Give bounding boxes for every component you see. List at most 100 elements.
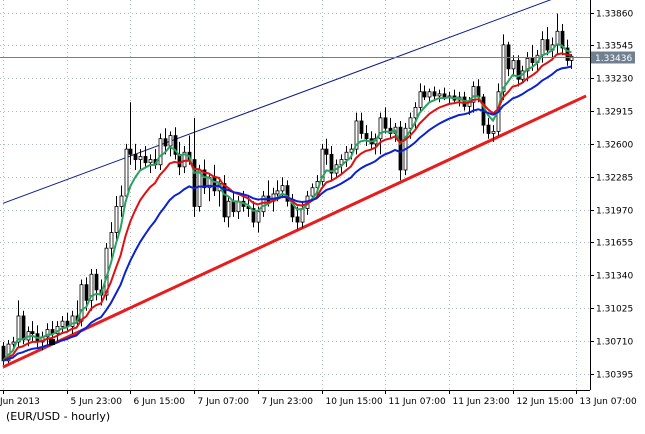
current-price-label: 1.33436 <box>595 54 632 64</box>
candle-body <box>222 183 227 218</box>
trendline <box>2 94 587 369</box>
candle-body <box>418 91 423 108</box>
axes <box>0 0 591 391</box>
y-tick-label: 1.31340 <box>596 272 633 282</box>
candle-body <box>569 55 574 61</box>
candle-body <box>516 60 521 80</box>
candle-body <box>408 117 413 129</box>
candle-body <box>383 117 388 129</box>
y-tick-label: 1.32285 <box>596 174 633 184</box>
candle-body <box>432 91 437 97</box>
candle-body <box>226 200 231 218</box>
candle-body <box>275 190 280 195</box>
candle-body <box>540 39 545 56</box>
candle-body <box>354 120 359 150</box>
x-axis: Jun 2013 5 Jun 23:00 6 Jun 15:00 7 Jun 07:0… <box>0 390 637 407</box>
candle-body <box>197 169 202 207</box>
candle-body <box>84 284 89 301</box>
y-tick-label: 1.31655 <box>596 239 633 249</box>
candle-body <box>124 148 129 197</box>
moving-averages <box>2 43 572 362</box>
candle-body <box>158 138 163 166</box>
candle-body <box>168 135 173 147</box>
candle-body <box>285 185 290 202</box>
candle-body <box>30 331 35 335</box>
candle-body <box>295 216 300 223</box>
chart-caption: (EUR/USD - hourly) <box>6 410 111 423</box>
x-tick-label: 10 Jun 15:00 <box>326 397 383 407</box>
current-price-badge <box>591 51 635 64</box>
candle-body <box>525 57 530 72</box>
candle-body <box>133 153 138 160</box>
candle-body <box>329 153 334 174</box>
y-tick-label: 1.30710 <box>596 338 633 348</box>
candle-body <box>555 30 560 46</box>
candle-body <box>491 130 496 134</box>
candle-body <box>60 320 65 327</box>
y-tick-label: 1.32600 <box>596 141 633 151</box>
candle-body <box>324 148 329 155</box>
candle-body <box>256 211 261 223</box>
candle-body <box>173 135 178 155</box>
y-axis: 1.33860 1.33545 1.33230 1.32915 1.32600 1.322… <box>590 10 633 381</box>
y-tick-label: 1.33545 <box>596 42 633 52</box>
candle-body <box>119 195 124 207</box>
candle-body <box>501 44 506 93</box>
candle-body <box>320 148 325 182</box>
ma-slow-line <box>2 65 572 362</box>
x-tick-label: 13 Jun 07:00 <box>580 397 637 407</box>
candle-body <box>413 107 418 119</box>
candle-body <box>280 185 285 192</box>
channel-line <box>2 0 552 204</box>
y-tick-label: 1.30395 <box>596 371 633 381</box>
candle-body <box>560 30 565 49</box>
candles <box>1 13 574 365</box>
candle-body <box>471 86 476 103</box>
candle-body <box>70 315 75 327</box>
candle-body <box>192 159 197 207</box>
candle-body <box>94 273 99 291</box>
y-tick-label: 1.32915 <box>596 108 633 118</box>
candle-body <box>310 187 315 197</box>
candle-body <box>114 206 119 233</box>
candle-body <box>109 232 114 249</box>
candle-body <box>359 120 364 134</box>
candle-body <box>45 329 50 338</box>
current-price-marker: 1.33436 <box>0 51 635 64</box>
arrow-marker <box>49 339 55 346</box>
y-tick-label: 1.31970 <box>596 207 633 217</box>
candle-body <box>437 93 442 97</box>
x-tick-label: 11 Jun 23:00 <box>453 397 510 407</box>
x-tick-label: 7 Jun 23:00 <box>262 397 314 407</box>
candle-body <box>398 126 403 171</box>
x-tick-label: 12 Jun 15:00 <box>517 397 574 407</box>
arrow-marker <box>49 339 55 346</box>
candle-body <box>476 86 481 98</box>
candle-body <box>231 200 236 213</box>
candle-body <box>16 315 21 343</box>
candle-body <box>545 39 550 51</box>
ma-fast-line <box>2 43 572 362</box>
candle-body <box>138 156 143 160</box>
candle-body <box>148 159 153 164</box>
candle-body <box>506 44 511 70</box>
candle-body <box>21 315 26 341</box>
y-tick-label: 1.31025 <box>596 305 633 315</box>
candle-body <box>202 169 207 189</box>
candle-body <box>251 208 256 223</box>
x-tick-label: 11 Jun 07:00 <box>389 397 446 407</box>
candle-body <box>300 208 305 223</box>
candle-body <box>344 151 349 160</box>
candle-body <box>511 60 516 70</box>
candle-body <box>530 57 535 63</box>
candle-body <box>378 117 383 140</box>
y-tick-label: 1.33860 <box>596 10 633 20</box>
candle-body <box>163 138 168 147</box>
candle-body <box>128 148 133 155</box>
candle-body <box>79 284 84 322</box>
x-tick-label: 5 Jun 23:00 <box>71 397 123 407</box>
trendline <box>2 94 587 369</box>
candle-body <box>182 151 187 168</box>
